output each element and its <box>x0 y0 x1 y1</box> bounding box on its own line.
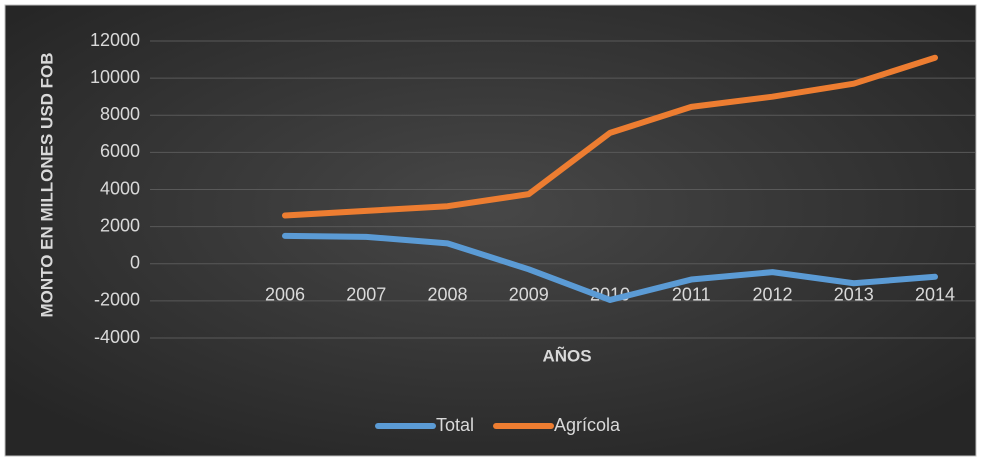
chart-background <box>4 4 977 457</box>
legend-label: Total <box>436 415 474 435</box>
x-tick-label: 2006 <box>265 285 305 305</box>
x-tick-label: 2008 <box>427 285 467 305</box>
x-tick-label: 2014 <box>915 285 955 305</box>
x-tick-label: 2011 <box>672 285 711 305</box>
x-tick-label: 2009 <box>509 285 549 305</box>
y-tick-label: 4000 <box>100 178 140 198</box>
x-tick-label: 2013 <box>834 285 874 305</box>
data-line <box>282 232 938 303</box>
y-tick-label: 10000 <box>90 67 140 87</box>
y-tick-label: 6000 <box>100 141 140 161</box>
x-axis-title: AÑOS <box>542 345 591 365</box>
y-tick-label: 12000 <box>90 30 140 50</box>
x-tick-label: 2012 <box>752 285 792 305</box>
data-line <box>282 54 938 219</box>
y-tick-label: -4000 <box>94 327 140 347</box>
y-tick-label: -2000 <box>94 290 140 310</box>
y-tick-label: 0 <box>130 253 140 273</box>
grid <box>150 40 975 339</box>
y-axis-title: MONTO EN MILLONES USD FOB <box>37 52 56 317</box>
legend-label: Agrícola <box>554 415 621 435</box>
y-tick-label: 8000 <box>100 104 140 124</box>
y-tick-label: 2000 <box>100 215 140 235</box>
x-tick-label: 2007 <box>346 285 386 305</box>
